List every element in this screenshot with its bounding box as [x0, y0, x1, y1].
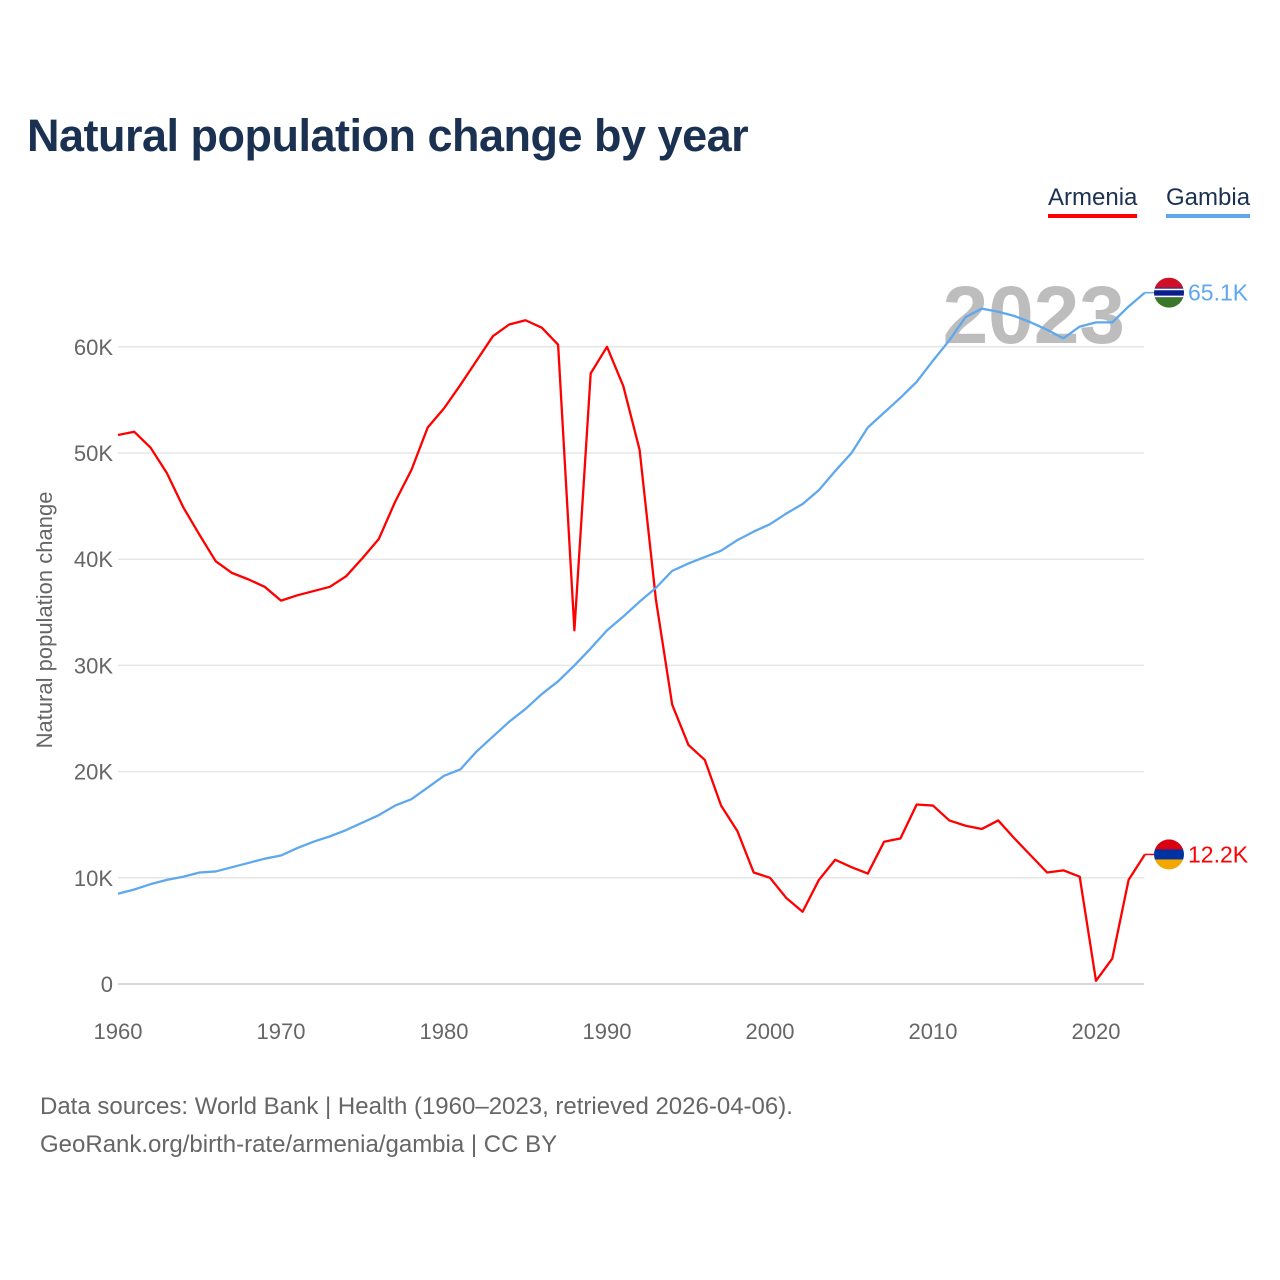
- x-tick-label: 1970: [257, 1019, 306, 1044]
- x-tick-label: 1990: [583, 1019, 632, 1044]
- x-tick-label: 2010: [909, 1019, 958, 1044]
- legend-armenia[interactable]: Armenia: [1048, 184, 1138, 218]
- flag-armenia-icon: [1154, 839, 1184, 870]
- y-tick-label: 20K: [74, 760, 113, 785]
- y-axis-label: Natural population change: [32, 492, 57, 749]
- source-note: Data sources: World Bank | Health (1960–…: [40, 1088, 793, 1164]
- series-line-armenia: [117, 319, 1146, 982]
- y-tick-label: 50K: [74, 441, 113, 466]
- source-line-2[interactable]: GeoRank.org/birth-rate/armenia/gambia | …: [40, 1131, 558, 1158]
- y-tick-label: 40K: [74, 547, 113, 572]
- legend-gambia[interactable]: Gambia: [1166, 184, 1251, 218]
- flag-gambia-icon: [1154, 277, 1184, 308]
- end-value-label: 65.1K: [1188, 280, 1249, 306]
- y-tick-label: 30K: [74, 653, 113, 678]
- y-tick-label: 10K: [74, 866, 113, 891]
- series-line-gambia: [117, 291, 1146, 895]
- source-line-1: Data sources: World Bank | Health (1960–…: [40, 1093, 793, 1120]
- x-tick-label: 1960: [94, 1019, 143, 1044]
- y-tick-label: 60K: [74, 335, 113, 360]
- x-tick-label: 1980: [420, 1019, 469, 1044]
- chart-title: Natural population change by year: [27, 110, 749, 161]
- x-tick-label: 2020: [1072, 1019, 1121, 1044]
- x-tick-label: 2000: [746, 1019, 795, 1044]
- year-watermark: 2023: [943, 270, 1125, 361]
- end-value-label: 12.2K: [1188, 841, 1249, 867]
- y-tick-label: 0: [101, 972, 113, 997]
